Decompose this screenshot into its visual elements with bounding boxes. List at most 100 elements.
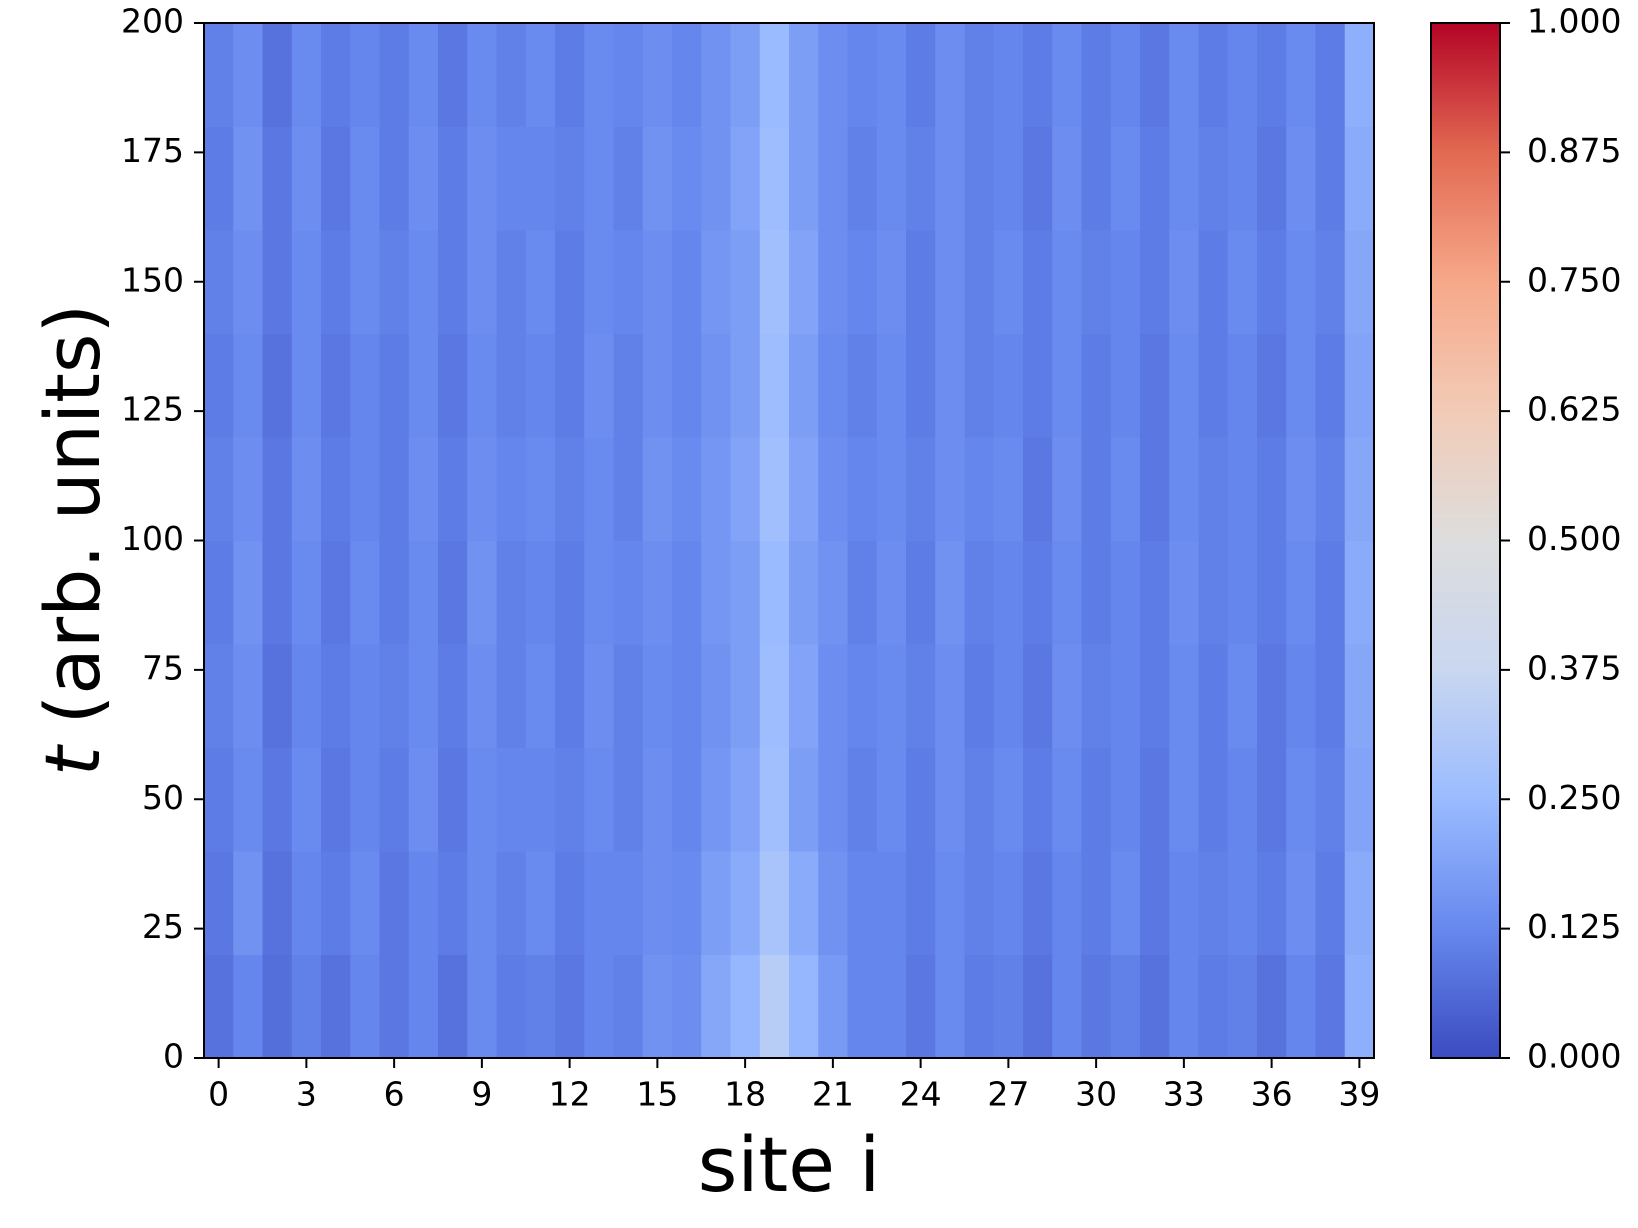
heatmap-cell [1257, 851, 1287, 955]
heatmap-cell [321, 954, 351, 1059]
x-tick-label: 3 [296, 1075, 317, 1114]
heatmap-cell [730, 747, 761, 852]
colorbar-tick-label: 0.750 [1527, 260, 1621, 299]
heatmap-cell [262, 747, 293, 852]
heatmap-cell [555, 437, 585, 541]
heatmap-cell [204, 540, 234, 645]
heatmap-cell [467, 437, 497, 541]
heatmap-cell [1169, 954, 1199, 1059]
heatmap-cell [613, 23, 644, 127]
heatmap-cell [291, 747, 322, 852]
heatmap-cell [906, 540, 936, 645]
heatmap-cell [350, 23, 380, 127]
heatmap-cell [350, 851, 380, 955]
heatmap-cell [496, 747, 527, 852]
heatmap-cell [1198, 230, 1229, 334]
heatmap-cell [935, 23, 965, 127]
heatmap-cell [818, 437, 848, 541]
heatmap-cell [204, 644, 234, 748]
heatmap-cell [730, 230, 761, 334]
x-tick-label: 12 [549, 1075, 591, 1114]
heatmap-cell [1315, 333, 1346, 438]
heatmap-cell [730, 23, 761, 127]
heatmap-cell [438, 851, 468, 955]
heatmap-cell [204, 747, 234, 852]
heatmap-cell [701, 540, 731, 645]
heatmap-cell [291, 126, 322, 231]
heatmap-cell [672, 540, 702, 645]
heatmap-cell [1081, 23, 1112, 127]
heatmap-cell [818, 644, 848, 748]
x-tick-label: 6 [384, 1075, 405, 1114]
heatmap-cell [1110, 540, 1141, 645]
heatmap-cell [935, 954, 965, 1059]
heatmap-cell [935, 437, 965, 541]
heatmap-cell [1023, 126, 1053, 231]
heatmap-cell [1315, 644, 1346, 748]
heatmap-cell [438, 540, 468, 645]
heatmap-cell [1344, 126, 1375, 231]
heatmap-cell [291, 333, 322, 438]
heatmap-cell [321, 851, 351, 955]
heatmap-cell [759, 851, 790, 955]
heatmap-cell [496, 437, 527, 541]
heatmap-cell [321, 644, 351, 748]
heatmap-cell [1257, 644, 1287, 748]
heatmap-cell [262, 23, 293, 127]
x-tick-label: 21 [812, 1075, 854, 1114]
heatmap-cell [408, 126, 439, 231]
heatmap-cell [1110, 747, 1141, 852]
heatmap-cell [789, 333, 819, 438]
heatmap-cell [584, 230, 614, 334]
heatmap-cell [730, 954, 761, 1059]
heatmap-cell [672, 333, 702, 438]
heatmap-cell [1169, 126, 1199, 231]
heatmap-cell [1198, 851, 1229, 955]
heatmap-cell [1081, 333, 1112, 438]
heatmap-cell [1344, 851, 1375, 955]
heatmap-cell [672, 954, 702, 1059]
heatmap-cell [496, 851, 527, 955]
heatmap-cell [1227, 230, 1258, 334]
heatmap-cell [233, 333, 263, 438]
heatmap-cell [789, 540, 819, 645]
heatmap-cell [525, 851, 556, 955]
heatmap-cell [291, 644, 322, 748]
heatmap-cell [204, 230, 234, 334]
heatmap-cell [964, 540, 995, 645]
heatmap-cell [906, 851, 936, 955]
x-tick-label: 30 [1075, 1075, 1117, 1114]
heatmap-cell [1315, 126, 1346, 231]
heatmap-cell [525, 437, 556, 541]
heatmap-cell [672, 747, 702, 852]
heatmap-cell [438, 333, 468, 438]
heatmap-cell [438, 644, 468, 748]
heatmap-cell [818, 230, 848, 334]
heatmap-cell [672, 851, 702, 955]
heatmap-cell [467, 644, 497, 748]
heatmap-cell [496, 333, 527, 438]
heatmap-cell [672, 644, 702, 748]
heatmap-cell [1140, 851, 1170, 955]
heatmap-cell [876, 126, 907, 231]
heatmap-cell [642, 333, 673, 438]
heatmap-cell [262, 230, 293, 334]
heatmap-cell [350, 644, 380, 748]
heatmap-cell [204, 126, 234, 231]
colorbar-tick-label: 0.875 [1527, 131, 1621, 170]
heatmap-cell [701, 126, 731, 231]
colorbar-tick-label: 1.000 [1527, 2, 1621, 41]
heatmap-cell [906, 333, 936, 438]
heatmap-cell [1052, 23, 1082, 127]
x-tick-label: 39 [1338, 1075, 1380, 1114]
heatmap-cell [555, 851, 585, 955]
heatmap-cell [1227, 540, 1258, 645]
colorbar-tick-label: 0.625 [1527, 390, 1621, 429]
heatmap-cell [262, 644, 293, 748]
y-tick-label: 125 [121, 390, 184, 429]
heatmap-cell [1081, 851, 1112, 955]
heatmap-cell [847, 644, 878, 748]
heatmap-cell [964, 437, 995, 541]
heatmap-cell [408, 230, 439, 334]
heatmap-cell [584, 437, 614, 541]
